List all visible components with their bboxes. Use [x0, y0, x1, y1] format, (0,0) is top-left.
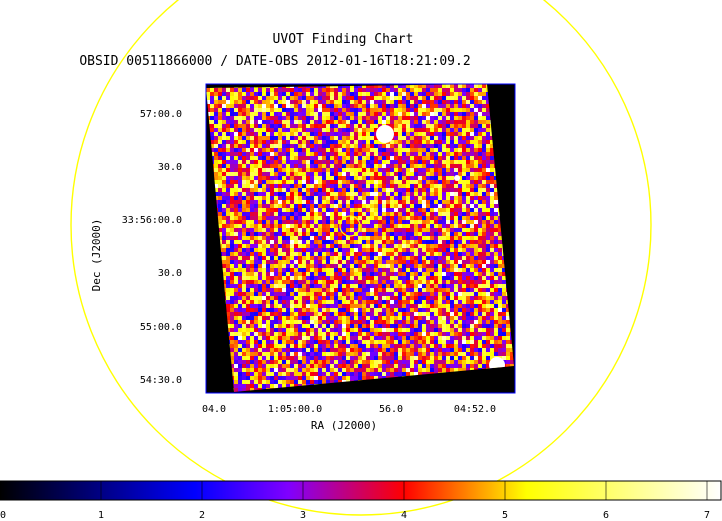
source-circle [339, 215, 361, 237]
colorbar-tick-label: 2 [199, 510, 205, 521]
colorbar-tick-label: 0 [0, 510, 6, 521]
image-panel [205, 83, 516, 394]
y-axis: 57:00.0 30.0 33:56:00.0 30.0 55:00.0 54:… [90, 109, 182, 386]
chart-title: UVOT Finding Chart [273, 32, 414, 47]
x-tick-label: 04:52.0 [454, 404, 496, 415]
x-tick-label: 04.0 [202, 404, 226, 415]
x-tick-label: 56.0 [379, 404, 403, 415]
x-axis: 04.0 1:05:00.0 56.0 04:52.0 RA (J2000) [202, 404, 496, 432]
y-tick-label: 30.0 [158, 268, 182, 279]
colorbar-tick-label: 7 [704, 510, 710, 521]
colorbar-tick-label: 4 [401, 510, 407, 521]
y-tick-label: 55:00.0 [140, 322, 182, 333]
field-circle [70, 0, 652, 516]
y-axis-label: Dec (J2000) [90, 219, 103, 292]
colorbar-tick-label: 5 [502, 510, 508, 521]
image-frame [205, 83, 516, 394]
colorbar: 0 1 2 3 4 5 6 7 [0, 480, 722, 521]
y-tick-label: 33:56:00.0 [122, 215, 182, 226]
star [454, 175, 460, 181]
colorbar-gradient [0, 480, 722, 501]
star [376, 125, 394, 143]
chart-subtitle: OBSID 00511866000 / DATE-OBS 2012-01-16T… [79, 54, 470, 69]
y-tick-label: 57:00.0 [140, 109, 182, 120]
colorbar-tick-label: 1 [98, 510, 104, 521]
colorbar-tick-label: 6 [603, 510, 609, 521]
image-pixels [206, 84, 514, 392]
x-axis-label: RA (J2000) [311, 419, 377, 432]
y-tick-label: 54:30.0 [140, 375, 182, 386]
x-tick-label: 1:05:00.0 [268, 404, 322, 415]
colorbar-tick-label: 3 [300, 510, 306, 521]
y-tick-label: 30.0 [158, 162, 182, 173]
